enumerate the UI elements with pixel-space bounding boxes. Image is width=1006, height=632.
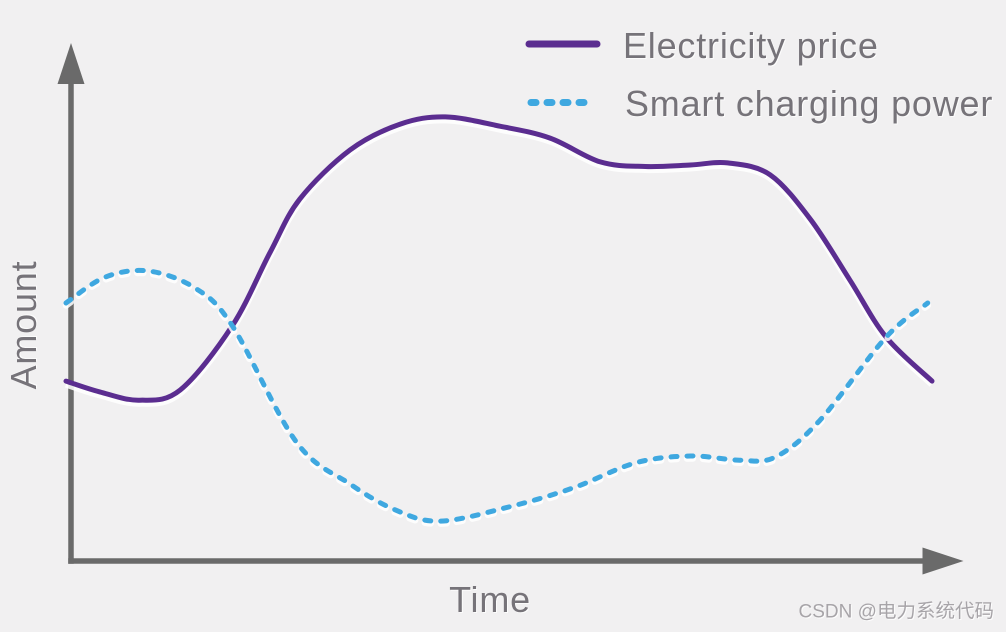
y-axis-label: Amount [3, 261, 44, 390]
electricity-price-line [63, 114, 935, 403]
y-axis [57, 43, 85, 564]
legend-label-electricity-price: Electricity price [623, 25, 879, 66]
x-axis-arrow-icon [922, 547, 964, 575]
watermark-cjk-text [879, 601, 993, 620]
x-axis-label: Time [449, 579, 531, 620]
x-axis [68, 547, 964, 575]
legend-label-smart-charging-power: Smart charging power [625, 83, 993, 124]
legend-item-smart-charging-power: Smart charging power [527, 83, 993, 124]
y-axis-arrow-icon [57, 43, 85, 84]
smart-charging-power-halo [62, 269, 931, 527]
watermark: CSDN @ [799, 601, 993, 623]
electricity-price-halo [64, 116, 935, 407]
watermark-prefix: CSDN @ [799, 602, 877, 623]
legend: Electricity price Smart charging power [525, 25, 993, 124]
legend-item-electricity-price: Electricity price [525, 25, 879, 66]
smart-charging-power-line [63, 267, 931, 524]
